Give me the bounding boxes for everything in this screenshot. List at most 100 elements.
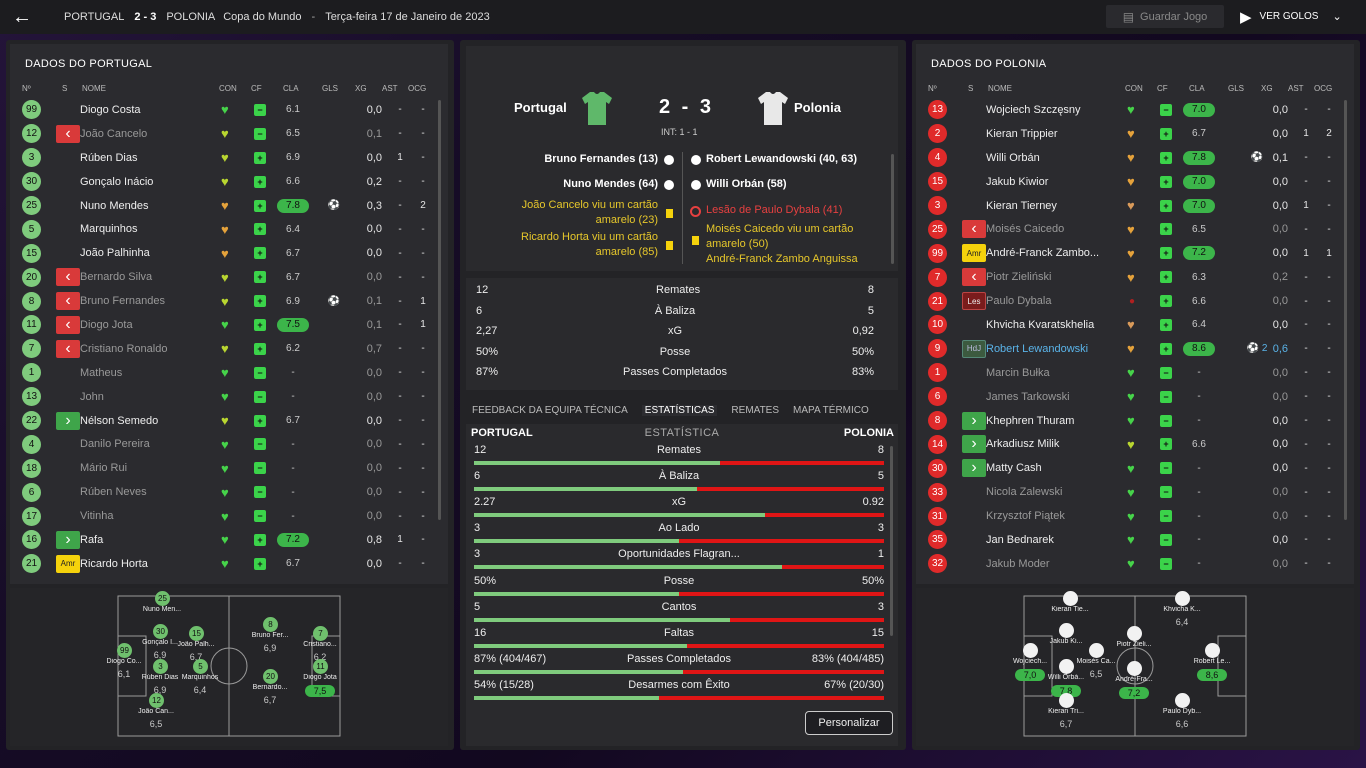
player-name[interactable]: Matheus <box>80 366 123 379</box>
formation-player-marker[interactable]: 99 <box>117 643 132 658</box>
formation-player-marker[interactable]: 20 <box>263 669 278 684</box>
col-goals[interactable]: GLS <box>322 84 339 93</box>
away-player-row[interactable]: 25 ‹ Moisés Caicedo ♥ +6.5 0,0 - - <box>928 217 1338 241</box>
player-name[interactable]: Rúben Neves <box>80 486 147 499</box>
col-fitness[interactable]: CF <box>1157 84 1168 93</box>
player-name[interactable]: Kieran Trippier <box>986 127 1058 140</box>
player-name[interactable]: Ricardo Horta <box>80 557 148 570</box>
stats-scrollbar[interactable] <box>890 446 893 636</box>
away-player-row[interactable]: 32 Jakub Moder ♥ − - 0,0 - - <box>928 552 1338 576</box>
player-name[interactable]: Krzysztof Piątek <box>986 510 1065 523</box>
player-name[interactable]: Marcin Bułka <box>986 366 1050 379</box>
away-player-row[interactable]: 8 › Khephren Thuram ♥ − - 0,0 - - <box>928 409 1338 433</box>
away-player-row[interactable]: 1 Marcin Bułka ♥ − - 0,0 - - <box>928 361 1338 385</box>
formation-player-marker[interactable]: 7 <box>313 626 328 641</box>
home-team-label[interactable]: Portugal <box>514 100 567 115</box>
col-status[interactable]: S <box>62 84 68 93</box>
player-name[interactable]: João Palhinha <box>80 247 150 260</box>
player-name[interactable]: Paulo Dybala <box>986 295 1052 308</box>
formation-player-marker[interactable] <box>1127 626 1142 641</box>
formation-player-marker[interactable] <box>1059 623 1074 638</box>
player-name[interactable]: Bernardo Silva <box>80 271 153 284</box>
home-table-scrollbar[interactable] <box>438 100 441 520</box>
away-player-row[interactable]: 14 › Arkadiusz Milik ♥ +6.6 0,0 - - <box>928 432 1338 456</box>
col-number[interactable]: Nº <box>22 84 31 93</box>
player-name[interactable]: André-Franck Zambo... <box>986 247 1100 260</box>
home-player-row[interactable]: 17 Vitinha ♥ − - 0,0 - - <box>22 504 432 528</box>
home-player-row[interactable]: 6 Rúben Neves ♥ − - 0,0 - - <box>22 480 432 504</box>
away-team-label[interactable]: Polonia <box>794 100 841 115</box>
away-player-row[interactable]: 35 Jan Bednarek ♥ − - 0,0 - - <box>928 528 1338 552</box>
player-name[interactable]: Nélson Semedo <box>80 414 159 427</box>
player-name[interactable]: Khvicha Kvaratskhelia <box>986 318 1095 331</box>
formation-player-marker[interactable] <box>1175 591 1190 606</box>
col-chances[interactable]: OCG <box>408 84 427 93</box>
save-game-button[interactable]: ▤ Guardar Jogo <box>1106 5 1224 28</box>
player-name[interactable]: Vitinha <box>80 510 114 523</box>
away-player-row[interactable]: 30 › Matty Cash ♥ − - 0,0 - - <box>928 456 1338 480</box>
away-player-row[interactable]: 9 HdJ Robert Lewandowski ♥ +8.6 ⚽ 2 0,6 - - <box>928 337 1338 361</box>
col-rating[interactable]: CLA <box>1189 84 1205 93</box>
home-player-row[interactable]: 99 Diogo Costa ♥ − 6.1 0,0 - - <box>22 98 432 122</box>
formation-player-marker[interactable] <box>1127 661 1142 676</box>
competition-name[interactable]: Copa do Mundo <box>223 11 302 23</box>
away-player-row[interactable]: 99 Amr André-Franck Zambo... ♥ +7.2 0,0 1 1 <box>928 241 1338 265</box>
player-name[interactable]: Gonçalo Inácio <box>80 175 154 188</box>
home-player-row[interactable]: 13 John ♥ − - 0,0 - - <box>22 385 432 409</box>
chevron-down-icon[interactable]: ⌄ <box>1332 11 1342 23</box>
col-condition[interactable]: CON <box>1125 84 1143 93</box>
home-player-row[interactable]: 18 Mário Rui ♥ − - 0,0 - - <box>22 456 432 480</box>
player-name[interactable]: Nuno Mendes <box>80 199 149 212</box>
col-status[interactable]: S <box>968 84 974 93</box>
away-player-row[interactable]: 15 Jakub Kiwior ♥ +7.0 0,0 - - <box>928 170 1338 194</box>
formation-player-marker[interactable]: 12 <box>149 693 164 708</box>
player-name[interactable]: Mário Rui <box>80 462 128 475</box>
col-name[interactable]: NOME <box>82 84 106 93</box>
events-scrollbar[interactable] <box>891 154 894 264</box>
col-fitness[interactable]: CF <box>251 84 262 93</box>
tab-heat-map[interactable]: MAPA TÉRMICO <box>793 405 869 416</box>
player-name[interactable]: Robert Lewandowski <box>986 342 1089 355</box>
home-player-row[interactable]: 12 ‹ João Cancelo ♥ − 6.5 0,1 - - <box>22 122 432 146</box>
col-name[interactable]: NOME <box>988 84 1012 93</box>
player-name[interactable]: Rafa <box>80 533 104 546</box>
formation-player-marker[interactable] <box>1059 659 1074 674</box>
player-name[interactable]: Kieran Tierney <box>986 199 1057 212</box>
away-player-row[interactable]: 2 Kieran Trippier ♥ +6.7 0,0 1 2 <box>928 122 1338 146</box>
view-goals-button[interactable]: ▶ VER GOLOS ⌄ <box>1240 5 1342 28</box>
col-xg[interactable]: XG <box>1261 84 1273 93</box>
formation-player-marker[interactable] <box>1205 643 1220 658</box>
home-player-row[interactable]: 1 Matheus ♥ − - 0,0 - - <box>22 361 432 385</box>
home-player-row[interactable]: 22 › Nélson Semedo ♥ +6.7 0,0 - - <box>22 409 432 433</box>
col-goals[interactable]: GLS <box>1228 84 1245 93</box>
player-name[interactable]: Diogo Jota <box>80 318 133 331</box>
away-player-row[interactable]: 13 Wojciech Szczęsny ♥ −7.0 0,0 - - <box>928 98 1338 122</box>
away-player-row[interactable]: 31 Krzysztof Piątek ♥ − - 0,0 - - <box>928 504 1338 528</box>
player-name[interactable]: Diogo Costa <box>80 103 141 116</box>
formation-player-marker[interactable]: 11 <box>313 659 328 674</box>
player-name[interactable]: Marquinhos <box>80 223 138 236</box>
formation-player-marker[interactable]: 3 <box>153 659 168 674</box>
away-player-row[interactable]: 4 Willi Orbán ♥ +7.8 ⚽ 0,1 - - <box>928 146 1338 170</box>
formation-player-marker[interactable] <box>1089 643 1104 658</box>
player-name[interactable]: Wojciech Szczęsny <box>986 103 1081 116</box>
away-player-row[interactable]: 3 Kieran Tierney ♥ +7.0 0,0 1 - <box>928 194 1338 218</box>
player-name[interactable]: Jan Bednarek <box>986 533 1054 546</box>
tab-statistics[interactable]: ESTATÍSTICAS <box>641 405 718 416</box>
player-name[interactable]: Willi Orbán <box>986 151 1040 164</box>
home-player-row[interactable]: 8 ‹ Bruno Fernandes ♥ +6.9 ⚽ 0,1 - 1 <box>22 289 432 313</box>
col-rating[interactable]: CLA <box>283 84 299 93</box>
formation-player-marker[interactable] <box>1023 643 1038 658</box>
formation-player-marker[interactable]: 30 <box>153 624 168 639</box>
player-name[interactable]: Arkadiusz Milik <box>986 438 1060 451</box>
player-name[interactable]: Cristiano Ronaldo <box>80 342 168 355</box>
player-name[interactable]: Bruno Fernandes <box>80 295 165 308</box>
home-player-row[interactable]: 11 ‹ Diogo Jota ♥ +7.5 0,1 - 1 <box>22 313 432 337</box>
player-name[interactable]: Moisés Caicedo <box>986 223 1065 236</box>
home-player-row[interactable]: 7 ‹ Cristiano Ronaldo ♥ +6.2 0,7 - - <box>22 337 432 361</box>
player-name[interactable]: Piotr Zieliński <box>986 271 1052 284</box>
away-player-row[interactable]: 7 ‹ Piotr Zieliński ♥ +6.3 0,2 - - <box>928 265 1338 289</box>
player-name[interactable]: Jakub Moder <box>986 557 1050 570</box>
away-player-row[interactable]: 21 Les Paulo Dybala ● +6.6 0,0 - - <box>928 289 1338 313</box>
col-xg[interactable]: XG <box>355 84 367 93</box>
